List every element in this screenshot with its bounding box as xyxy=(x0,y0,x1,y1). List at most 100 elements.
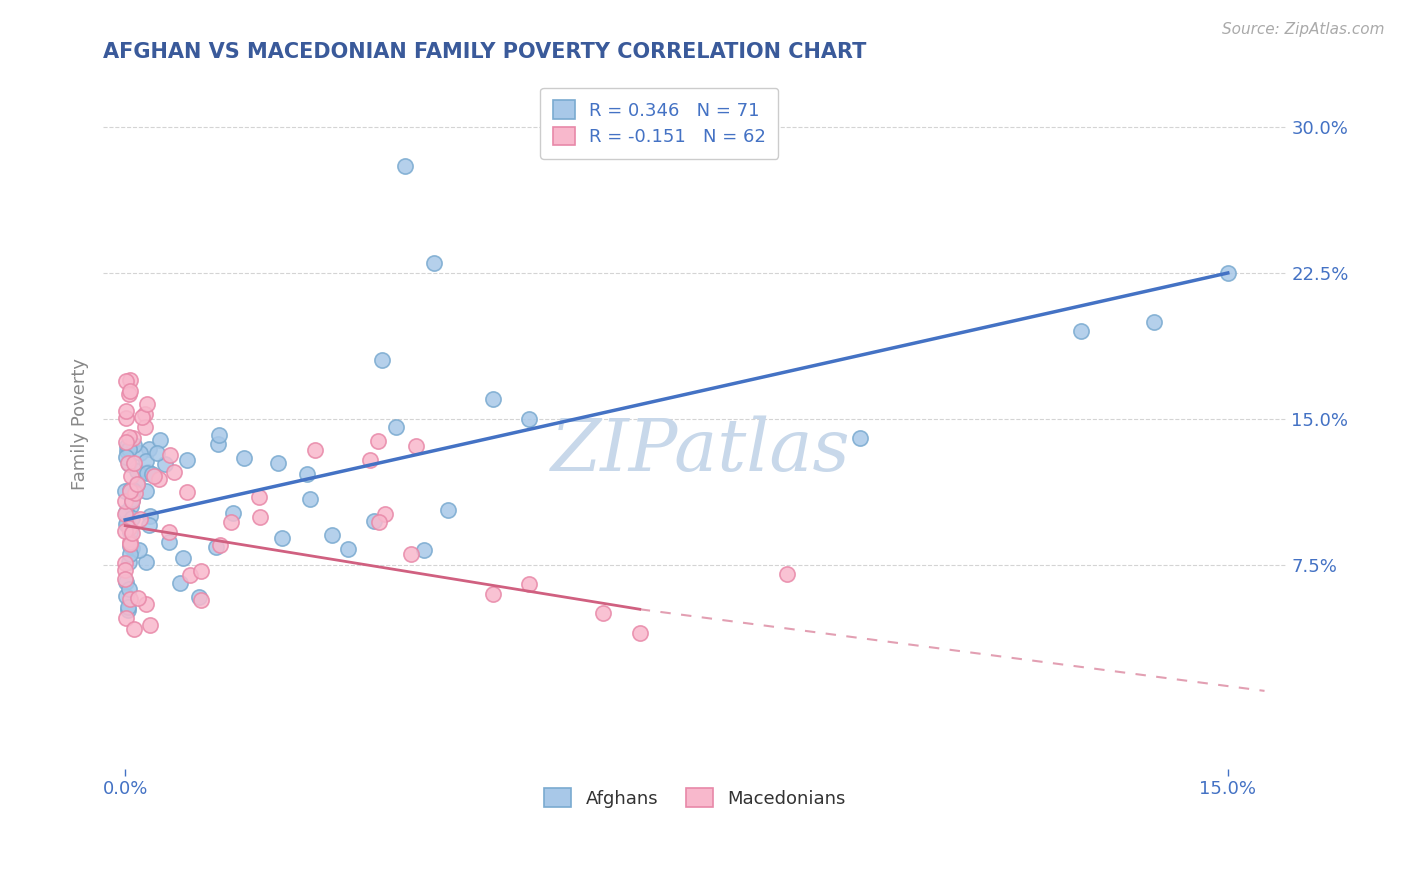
Point xyxy=(118,539,141,553)
Point xyxy=(849,431,872,445)
Point xyxy=(298,491,321,506)
Point xyxy=(1070,324,1092,338)
Point xyxy=(776,567,799,582)
Point xyxy=(115,374,138,388)
Point xyxy=(114,494,136,508)
Point xyxy=(115,575,138,590)
Point xyxy=(118,524,141,539)
Point xyxy=(114,557,136,571)
Point xyxy=(394,159,416,173)
Point xyxy=(115,410,138,425)
Point xyxy=(519,577,541,591)
Point xyxy=(266,456,288,470)
Point xyxy=(118,457,141,471)
Point xyxy=(159,448,181,462)
Point xyxy=(304,442,326,457)
Point xyxy=(1143,315,1166,329)
Point xyxy=(138,518,160,533)
Point xyxy=(233,450,256,465)
Point xyxy=(135,484,157,499)
Point xyxy=(401,547,423,561)
Point xyxy=(188,590,211,604)
Point xyxy=(371,353,394,368)
Legend: Afghans, Macedonians: Afghans, Macedonians xyxy=(537,781,852,814)
Point xyxy=(129,446,152,460)
Point xyxy=(118,521,141,535)
Point xyxy=(120,535,142,549)
Point xyxy=(120,591,142,606)
Point xyxy=(179,567,201,582)
Point xyxy=(121,483,143,498)
Point xyxy=(122,622,145,636)
Point xyxy=(374,507,396,521)
Point xyxy=(114,450,136,465)
Point xyxy=(128,512,150,526)
Point xyxy=(115,611,138,625)
Point xyxy=(221,507,243,521)
Point xyxy=(1216,266,1239,280)
Point xyxy=(363,514,385,528)
Point xyxy=(115,443,138,458)
Point xyxy=(169,576,191,591)
Point xyxy=(142,468,165,483)
Point xyxy=(118,582,141,596)
Point xyxy=(172,550,194,565)
Point xyxy=(118,555,141,569)
Point xyxy=(125,476,148,491)
Point xyxy=(124,486,146,500)
Point xyxy=(141,467,163,481)
Point xyxy=(114,434,136,449)
Point xyxy=(114,524,136,538)
Point xyxy=(117,603,139,617)
Point xyxy=(134,420,156,434)
Point xyxy=(136,397,159,411)
Point xyxy=(423,256,446,270)
Point xyxy=(205,541,228,555)
Point xyxy=(120,469,142,483)
Point xyxy=(135,555,157,569)
Point xyxy=(120,373,142,387)
Point xyxy=(413,543,436,558)
Point xyxy=(121,511,143,525)
Point xyxy=(114,505,136,519)
Point xyxy=(384,420,406,434)
Point xyxy=(118,430,141,444)
Point xyxy=(321,528,343,542)
Point xyxy=(114,484,136,499)
Point xyxy=(120,384,142,399)
Point xyxy=(115,439,138,453)
Text: AFGHAN VS MACEDONIAN FAMILY POVERTY CORRELATION CHART: AFGHAN VS MACEDONIAN FAMILY POVERTY CORR… xyxy=(103,42,866,62)
Point xyxy=(148,472,170,486)
Point xyxy=(114,563,136,577)
Point xyxy=(157,524,180,539)
Point xyxy=(138,442,160,456)
Point xyxy=(162,465,184,479)
Point xyxy=(128,543,150,558)
Point xyxy=(135,454,157,468)
Point xyxy=(295,467,318,481)
Point xyxy=(336,541,359,556)
Point xyxy=(519,411,541,425)
Point xyxy=(135,467,157,481)
Point xyxy=(120,483,142,498)
Point xyxy=(127,591,149,606)
Y-axis label: Family Poverty: Family Poverty xyxy=(72,358,89,490)
Point xyxy=(135,597,157,611)
Point xyxy=(437,503,460,517)
Point xyxy=(208,428,231,442)
Point xyxy=(146,446,169,460)
Point xyxy=(121,526,143,541)
Point xyxy=(190,593,212,607)
Point xyxy=(118,483,141,498)
Point xyxy=(118,442,141,457)
Point xyxy=(148,433,170,447)
Point xyxy=(121,492,143,507)
Point xyxy=(249,510,271,524)
Point xyxy=(125,476,148,491)
Point xyxy=(131,410,153,425)
Text: Source: ZipAtlas.com: Source: ZipAtlas.com xyxy=(1222,22,1385,37)
Point xyxy=(247,490,270,504)
Point xyxy=(121,493,143,508)
Point xyxy=(153,457,176,471)
Point xyxy=(114,507,136,521)
